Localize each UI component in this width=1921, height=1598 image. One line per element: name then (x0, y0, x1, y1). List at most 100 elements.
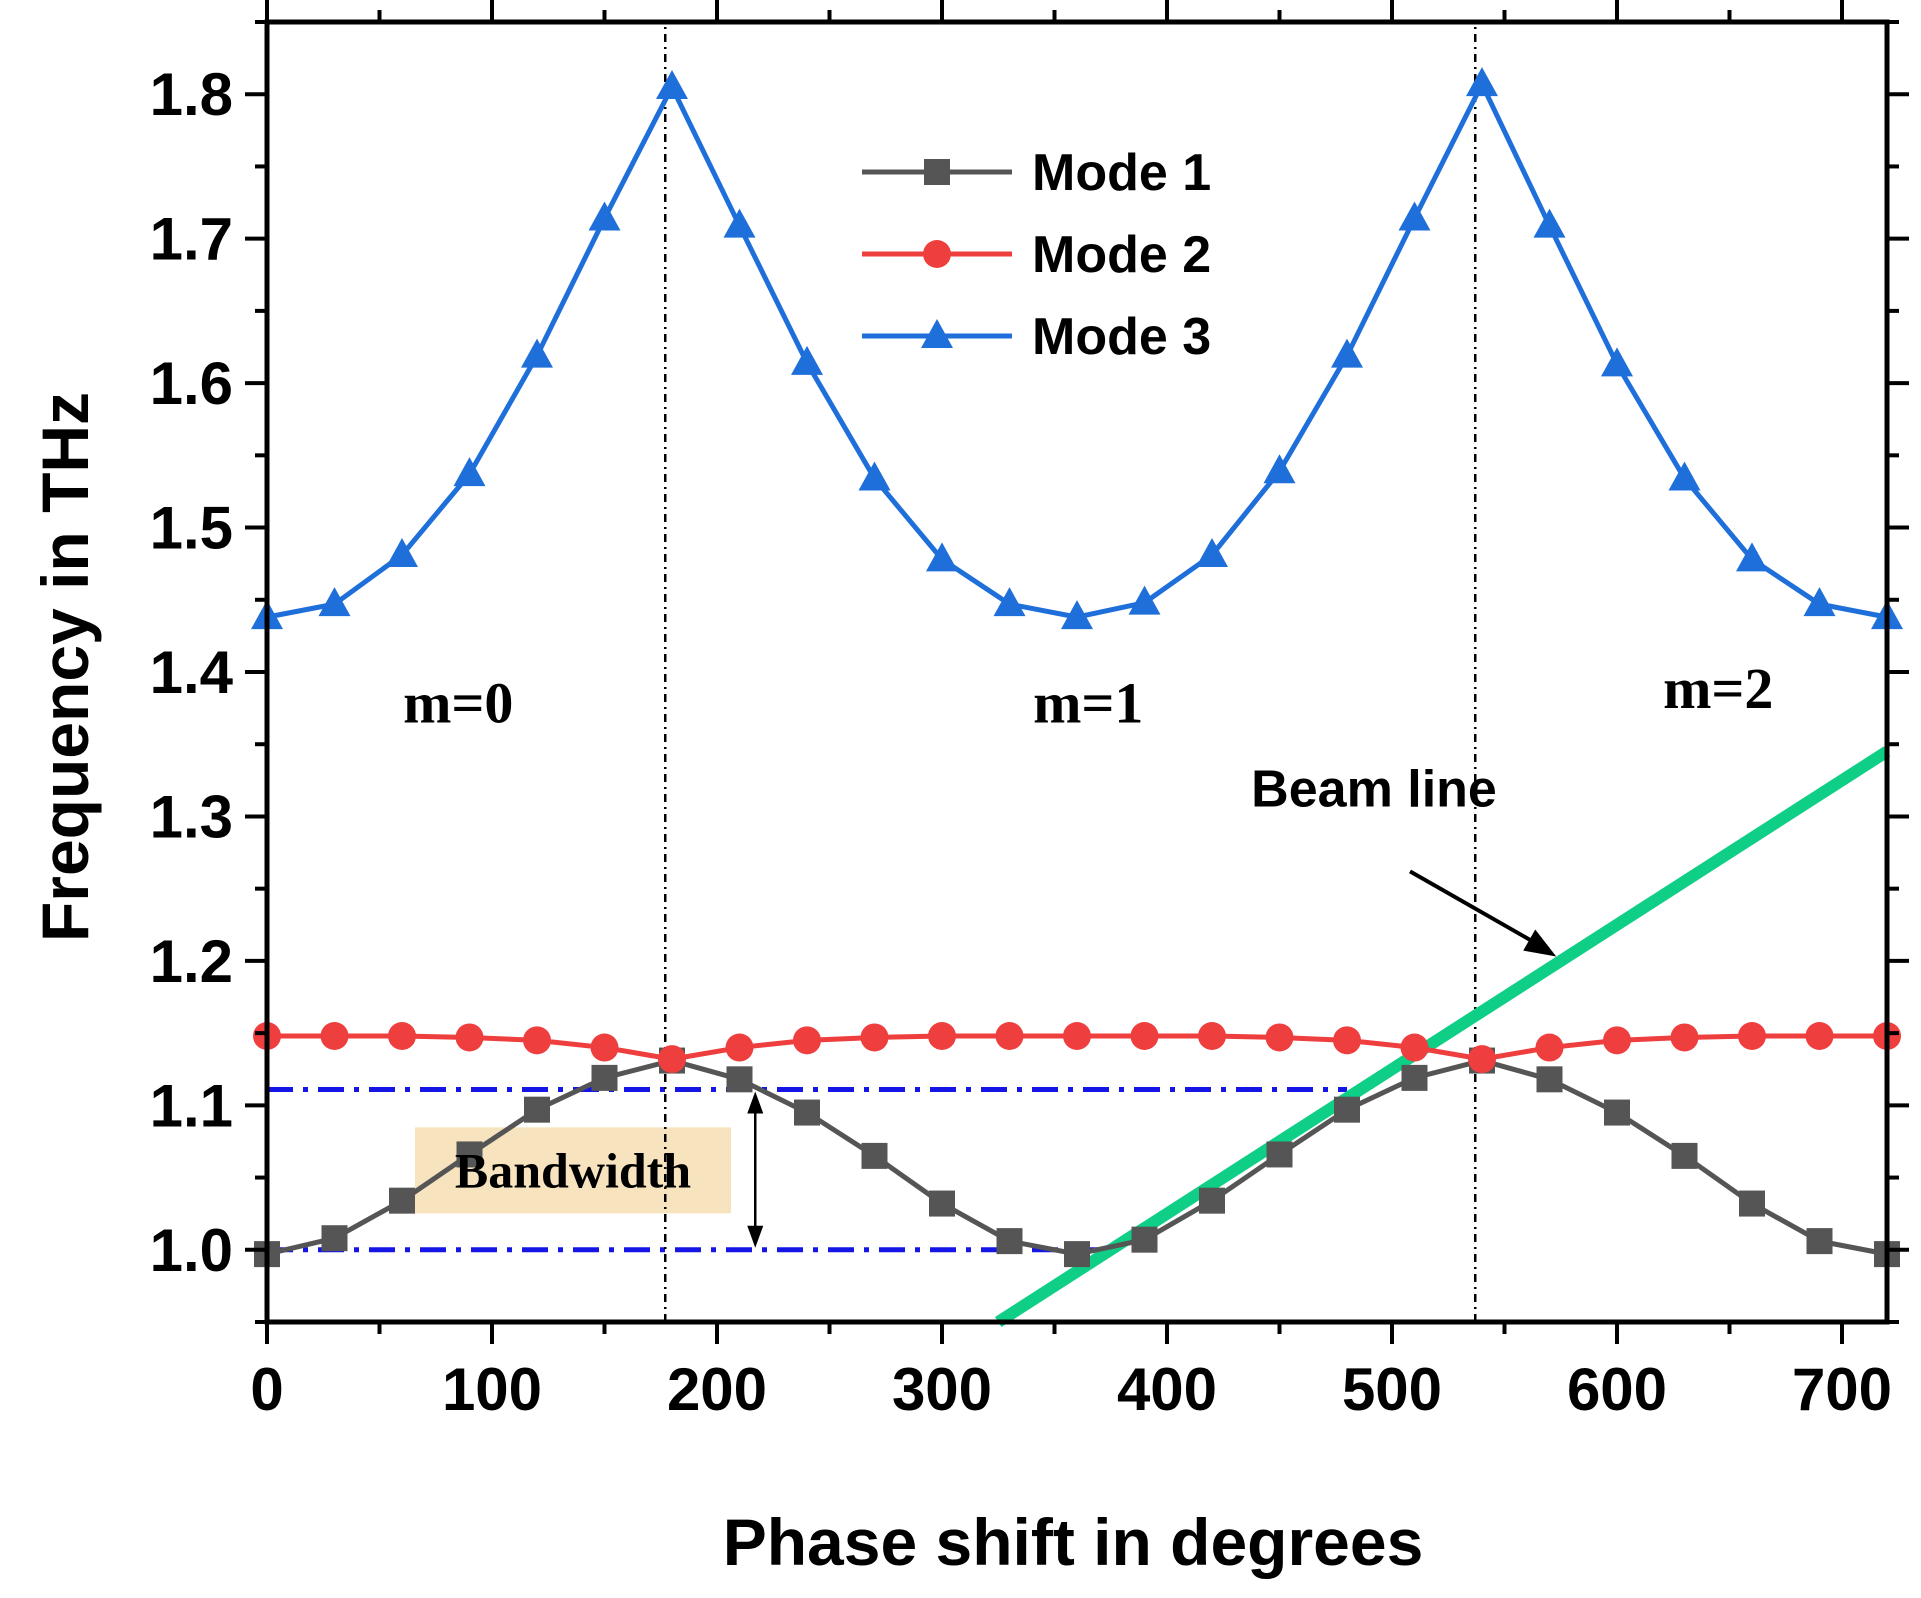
series-2-point (1603, 1026, 1631, 1055)
series-1-point (794, 1099, 820, 1126)
bandwidth-arrow-down-head (747, 1225, 764, 1248)
region-label-m2: m=2 (1663, 656, 1773, 721)
x-tick-label: 700 (1792, 1356, 1892, 1423)
y-tick-label: 1.1 (150, 1072, 233, 1139)
series-3-point (1533, 208, 1566, 238)
series-2-point (320, 1022, 349, 1050)
series-1-point (1806, 1228, 1833, 1255)
series-1-point (591, 1064, 618, 1091)
series-3-point (1331, 338, 1363, 368)
series-3-point (993, 587, 1026, 617)
x-axis-title: Phase shift in degrees (723, 1505, 1424, 1579)
series-2-point (1063, 1022, 1091, 1050)
series-2-point (1130, 1022, 1159, 1050)
x-tick-label: 0 (250, 1356, 283, 1423)
series-2-point (455, 1023, 484, 1052)
x-tick-label: 300 (892, 1356, 992, 1423)
series-1-point (1131, 1226, 1158, 1253)
series-3-point (1736, 542, 1768, 572)
series-2-point (1738, 1022, 1766, 1050)
series-1-point (996, 1228, 1023, 1255)
series-1-point (861, 1142, 888, 1169)
series-layer (251, 67, 1903, 1328)
beam-line-label: Beam line (1251, 760, 1497, 818)
series-2-point (1535, 1033, 1564, 1062)
series-3-point (656, 70, 688, 99)
series-2-point (388, 1022, 416, 1050)
series-1-point (1199, 1187, 1225, 1214)
series-2-point (995, 1022, 1024, 1050)
series-1-point (1739, 1190, 1765, 1217)
series-3-point (723, 208, 756, 238)
series-3-point (1803, 587, 1836, 617)
series-1-point (524, 1096, 550, 1123)
y-tick-label: 1.7 (150, 206, 233, 273)
series-2-point (1468, 1045, 1496, 1074)
series-2-point (1198, 1022, 1226, 1050)
series-1-point (1604, 1099, 1630, 1126)
series-3-point (1061, 600, 1093, 630)
series-2-point (590, 1033, 619, 1062)
series-1-point (929, 1190, 955, 1217)
series-1-point (1334, 1096, 1360, 1123)
series-2-point (928, 1022, 956, 1050)
y-tick-label: 1.8 (150, 61, 233, 128)
series-2-point (1265, 1023, 1294, 1052)
series-3-point (1128, 585, 1161, 615)
y-tick-label: 1.3 (150, 783, 233, 850)
series-2-point (1805, 1022, 1834, 1050)
series-3-point (1398, 201, 1431, 231)
series-3-point (386, 538, 418, 567)
series-2-point (1400, 1033, 1429, 1062)
series-1-point (1064, 1241, 1090, 1268)
bandwidth-label: Bandwidth (455, 1142, 691, 1198)
y-tick-label: 1.2 (150, 928, 233, 995)
legend: Mode 1 Mode 2 Mode 3 (862, 144, 1211, 366)
legend-marker-2 (923, 240, 951, 268)
series-1-point (1401, 1064, 1428, 1091)
series-2-point (1333, 1026, 1361, 1055)
region-label-m0: m=0 (403, 671, 513, 736)
x-tick-label: 600 (1567, 1356, 1667, 1423)
series-2-point (725, 1033, 754, 1062)
series-3-point (1263, 454, 1296, 484)
series-2-point (860, 1023, 889, 1052)
x-tick-label: 200 (667, 1356, 767, 1423)
x-tick-label: 100 (442, 1356, 542, 1423)
legend-label-2: Mode 2 (1032, 226, 1211, 284)
series-3-point (1601, 347, 1633, 377)
legend-marker-3 (921, 319, 953, 348)
x-tick-label: 500 (1342, 1356, 1442, 1423)
series-2-point (523, 1026, 551, 1055)
series-3-point (1668, 461, 1701, 491)
series-2-point (658, 1045, 686, 1074)
series-1-point (456, 1141, 483, 1168)
legend-label-3: Mode 3 (1032, 308, 1211, 366)
legend-label-1: Mode 1 (1032, 144, 1211, 202)
bandwidth-arrow-up-head (747, 1091, 764, 1114)
beam-line-arrow-shaft (1409, 869, 1540, 947)
series-3-point (926, 542, 958, 572)
series-3-point (1196, 538, 1228, 567)
series-1-point (1671, 1142, 1698, 1169)
series-3-point (858, 461, 891, 491)
beam-line-arrow-head (1523, 929, 1557, 957)
x-tick-label: 400 (1117, 1356, 1217, 1423)
series-1-point (1536, 1066, 1563, 1093)
y-tick-label: 1.4 (150, 639, 234, 706)
series-3-point (1466, 67, 1498, 97)
series-1-point (1266, 1141, 1293, 1168)
series-3-point (453, 457, 486, 487)
region-label-m1: m=1 (1033, 671, 1143, 736)
series-3-point (791, 345, 823, 375)
legend-marker-1 (924, 159, 950, 185)
series-3-point (318, 587, 351, 617)
labels-layer: Phase shift in degrees Frequency in THz … (28, 61, 1892, 1579)
series-3-point (588, 201, 621, 231)
series-1-point (726, 1066, 753, 1093)
y-tick-label: 1.5 (150, 495, 233, 562)
y-axis-title: Frequency in THz (28, 392, 102, 942)
series-1-point (321, 1225, 348, 1252)
axes-frame (245, 0, 1909, 1344)
